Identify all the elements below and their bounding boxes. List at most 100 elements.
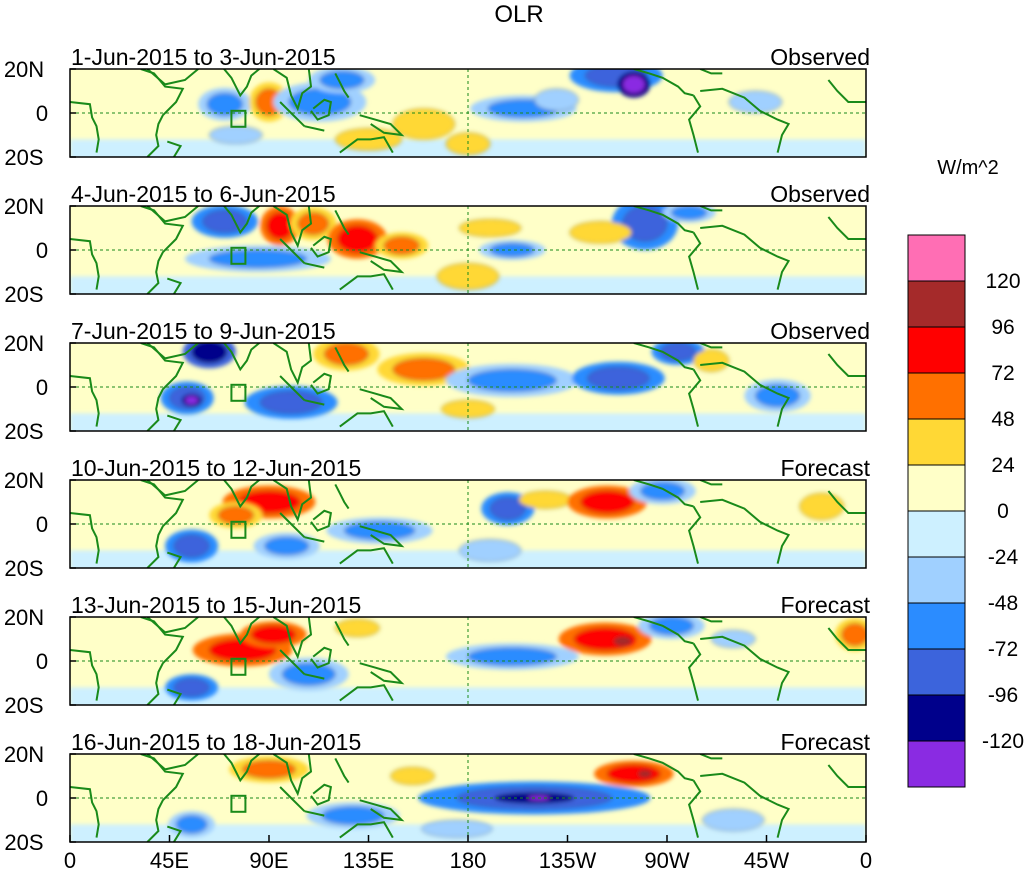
coastline bbox=[70, 375, 100, 427]
coastline bbox=[699, 617, 723, 623]
coastline bbox=[166, 140, 183, 157]
anomaly-cell bbox=[191, 343, 228, 364]
anomaly-cell bbox=[702, 808, 765, 832]
coastline bbox=[687, 368, 702, 427]
coastline bbox=[699, 480, 723, 486]
coastline bbox=[70, 512, 100, 564]
coastline bbox=[339, 821, 394, 839]
colorbar-swatch bbox=[907, 234, 966, 282]
panels-group: 1-Jun-2015 to 3-Jun-2015 Observed20N020S4… bbox=[4, 44, 871, 855]
coastline bbox=[827, 216, 866, 240]
anomaly-cell bbox=[209, 249, 307, 268]
colorbar-swatch bbox=[907, 648, 966, 696]
anomaly-cell bbox=[587, 366, 650, 390]
colorbar-swatch bbox=[907, 418, 966, 466]
x-tick-label: 45W bbox=[744, 848, 789, 873]
coastline bbox=[699, 754, 723, 760]
region-box bbox=[230, 246, 247, 265]
y-tick-label: 20N bbox=[4, 742, 44, 767]
y-tick-label: 20S bbox=[4, 556, 43, 581]
coastline bbox=[70, 101, 100, 153]
coastline bbox=[633, 206, 694, 234]
region-box bbox=[230, 520, 247, 539]
coastline bbox=[304, 125, 325, 132]
anomaly-cell bbox=[671, 206, 708, 220]
colorbar-tick-label: 48 bbox=[991, 408, 1014, 431]
coastline bbox=[279, 786, 306, 812]
colorbar-swatch bbox=[907, 326, 966, 374]
coastline bbox=[633, 480, 694, 508]
anomaly-cell bbox=[383, 236, 420, 255]
x-tick-label: 0 bbox=[64, 848, 76, 873]
anomaly-cell bbox=[467, 369, 557, 392]
anomaly-layer bbox=[168, 756, 765, 838]
coastline bbox=[272, 343, 313, 386]
coastline bbox=[222, 754, 261, 783]
panel-status: Forecast bbox=[781, 729, 871, 755]
y-tick-label: 20S bbox=[4, 693, 43, 718]
anomaly-layer bbox=[165, 480, 845, 563]
anomaly-cell bbox=[755, 384, 800, 408]
coastline bbox=[699, 206, 723, 212]
panel-date-range: 7-Jun-2015 to 9-Jun-2015 bbox=[71, 318, 336, 344]
anomaly-cell bbox=[173, 678, 210, 697]
anomaly-layer bbox=[160, 343, 811, 419]
x-tick-label: 135E bbox=[343, 848, 394, 873]
coastline bbox=[304, 399, 325, 406]
anomaly-cell bbox=[649, 617, 694, 635]
x-tick-label: 135W bbox=[539, 848, 597, 873]
panel-6: 16-Jun-2015 to 18-Jun-2015 Forecast 20N 0 20… bbox=[4, 729, 871, 855]
anomaly-layer bbox=[198, 69, 783, 156]
coastlines bbox=[70, 206, 866, 294]
x-tick-label: 90W bbox=[644, 848, 689, 873]
y-tick-label: 20S bbox=[4, 830, 43, 855]
coastline bbox=[166, 277, 183, 294]
x-axis: 0 45E 90E 135E 180 135W 90W 45W 0 bbox=[64, 835, 872, 873]
coastline bbox=[339, 273, 394, 291]
coastline bbox=[310, 98, 333, 121]
coastline bbox=[359, 251, 405, 274]
x-tick-label: 45E bbox=[150, 848, 189, 873]
anomaly-cell bbox=[202, 210, 248, 233]
anomaly-cell bbox=[259, 391, 323, 414]
coastline bbox=[272, 617, 313, 660]
coastline bbox=[310, 646, 333, 669]
coastlines bbox=[70, 480, 866, 568]
y-tick-label: 0 bbox=[36, 375, 48, 400]
coastline bbox=[146, 69, 199, 86]
y-tick-label: 20N bbox=[4, 57, 44, 82]
anomaly-cell bbox=[518, 490, 573, 509]
y-tick-label: 0 bbox=[36, 238, 48, 263]
coastline bbox=[310, 783, 333, 806]
anomaly-cell bbox=[622, 75, 646, 94]
panel-4: 10-Jun-2015 to 12-Jun-2015 Forecast 20N 0 20… bbox=[4, 455, 871, 581]
anomaly-cell bbox=[209, 125, 263, 145]
coastline bbox=[700, 772, 791, 838]
coastline bbox=[827, 79, 866, 103]
anomaly-layer bbox=[184, 206, 716, 290]
region-box bbox=[230, 383, 247, 402]
coastline bbox=[279, 238, 306, 264]
coastline bbox=[70, 786, 100, 838]
anomaly-cell bbox=[534, 88, 579, 112]
coastlines bbox=[70, 754, 866, 842]
anomaly-cell bbox=[390, 766, 436, 786]
coastline bbox=[146, 754, 199, 771]
panel-date-range: 13-Jun-2015 to 15-Jun-2015 bbox=[71, 592, 361, 618]
coastline bbox=[334, 209, 350, 236]
anomaly-cell bbox=[580, 490, 635, 514]
colorbar: W/m^2 120 96 72 48 24 0 -24 -48 -72 -96 -120 bbox=[907, 157, 1024, 788]
coastline bbox=[827, 627, 866, 651]
coastline bbox=[272, 69, 313, 112]
y-tick-label: 0 bbox=[36, 512, 48, 537]
y-tick-label: 20S bbox=[4, 419, 43, 444]
anomaly-cell bbox=[324, 343, 369, 366]
x-tick-label: 0 bbox=[860, 848, 872, 873]
panel-status: Observed bbox=[770, 44, 870, 70]
coastline bbox=[359, 662, 405, 685]
coastline bbox=[334, 72, 350, 99]
colorbar-swatch bbox=[907, 372, 966, 420]
x-tick-label: 90E bbox=[249, 848, 288, 873]
colorbar-tick-label: 96 bbox=[991, 316, 1014, 339]
coastline bbox=[166, 551, 183, 568]
